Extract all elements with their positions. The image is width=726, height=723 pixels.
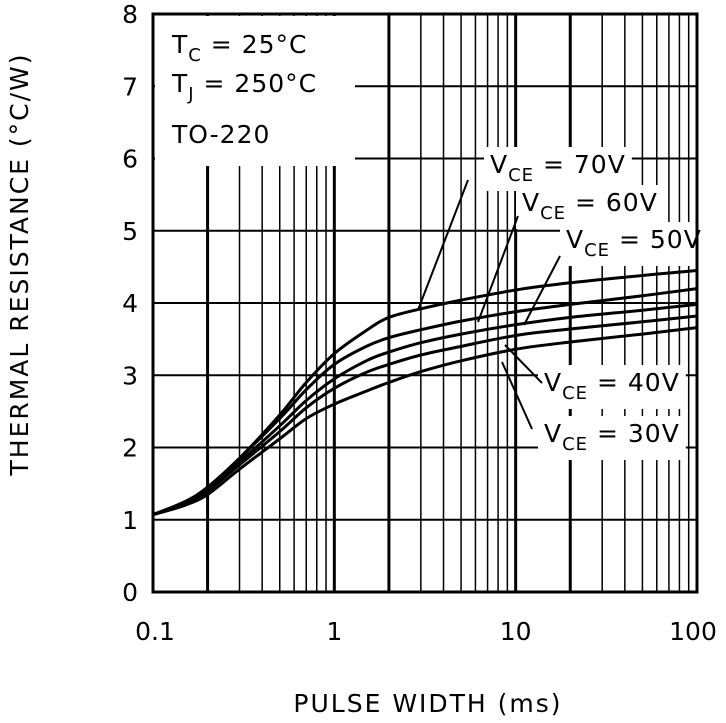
series-label: VCE = 30V <box>544 419 680 455</box>
series-label-bg <box>538 416 686 460</box>
condition-label: TJ = 250°C <box>171 69 317 105</box>
leader-line <box>477 215 519 323</box>
series-line <box>152 326 698 517</box>
y-tick-label: 5 <box>122 217 138 246</box>
series-label: VCE = 50V <box>566 225 702 261</box>
y-tick-labels: 0 1 2 3 4 5 6 7 8 <box>122 0 138 607</box>
x-tick-label: 1 <box>326 617 342 646</box>
leader-line <box>523 255 561 326</box>
label-backgrounds <box>484 147 708 460</box>
series-label-bg <box>560 222 708 266</box>
x-tick-label: 0.1 <box>135 617 175 646</box>
y-tick-label: 3 <box>122 361 138 390</box>
y-tick-label: 4 <box>122 289 138 318</box>
series-label-bg <box>538 365 686 409</box>
conditions-bg <box>155 16 355 166</box>
x-tick-label: 10 <box>500 617 532 646</box>
y-tick-label: 1 <box>122 506 138 535</box>
y-tick-label: 7 <box>122 72 138 101</box>
series-label: VCE = 60V <box>522 188 658 224</box>
leader-line <box>417 179 469 311</box>
y-axis-title: THERMAL RESISTANCE (°C/W) <box>5 53 34 477</box>
conditions-box: TC = 25°CTJ = 250°C TO-220 <box>155 16 355 166</box>
leader-line <box>504 344 543 384</box>
x-axis-title: PULSE WIDTH (ms) <box>293 689 562 718</box>
leader-lines <box>417 179 561 430</box>
series-line <box>152 287 698 517</box>
condition-label: TO-220 <box>171 120 270 149</box>
series-label-bg <box>484 147 632 191</box>
leader-line <box>501 361 533 430</box>
y-tick-label: 8 <box>122 0 138 29</box>
curves <box>152 269 698 517</box>
series-label: VCE = 70V <box>490 150 626 186</box>
x-tick-labels: 0.1 1 10 100 <box>135 617 717 646</box>
y-tick-label: 0 <box>122 578 138 607</box>
series-line <box>152 314 698 517</box>
plot-frame <box>151 12 699 594</box>
condition-label: TC = 25°C <box>171 30 307 66</box>
series-label: VCE = 40V <box>544 368 680 404</box>
y-tick-label: 2 <box>122 434 138 463</box>
series-label-bg <box>516 185 664 229</box>
y-tick-label: 6 <box>122 145 138 174</box>
x-tick-label: 100 <box>669 617 717 646</box>
